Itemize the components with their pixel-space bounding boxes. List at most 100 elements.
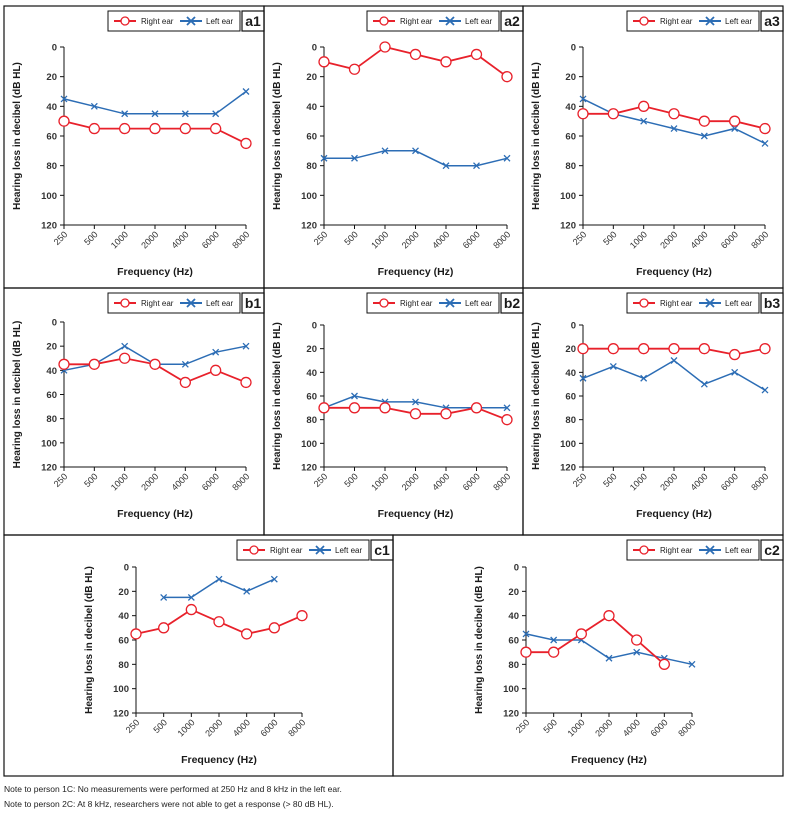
y-tick-label: 0 [514,563,519,574]
x-tick-label: 500 [601,229,619,247]
data-point-left-ear [270,575,278,583]
y-tick-label: 100 [301,439,317,450]
y-tick-label: 40 [46,102,57,113]
legend-box-c2 [626,539,760,561]
panel-label-c2: c2 [764,542,780,558]
data-point-right-ear [179,376,191,389]
data-point-right-ear [440,56,452,68]
x-tick-label: 6000 [200,471,221,492]
y-tick-label: 20 [508,587,519,598]
data-point-right-ear [607,343,619,355]
data-point-left-ear [60,95,68,103]
legend-box-c1 [236,539,370,561]
legend-right-ear-label: Right ear [400,17,433,26]
y-tick-label: 120 [113,709,129,720]
data-point-right-ear [318,402,330,414]
data-point-left-ear [731,368,739,376]
y-tick-label: 120 [503,709,519,720]
data-point-left-ear [761,139,769,147]
data-point-left-ear [700,380,708,388]
data-point-right-ear [119,352,131,364]
y-tick-label: 100 [113,684,129,695]
data-point-right-ear [603,610,615,622]
data-point-left-ear [160,593,168,601]
data-point-left-ear [412,398,419,406]
x-tick-label: 1000 [369,229,390,250]
data-point-right-ear [729,115,741,127]
data-point-right-ear [577,343,589,355]
panel-label-box-a3 [760,10,784,32]
panel-frame-c1 [3,534,394,777]
y-axis-title-c1: Hearing loss in decibel (dB HL) [84,566,95,714]
x-tick-label: 8000 [491,471,512,492]
x-tick-label: 6000 [719,471,740,492]
panel-label-b1: b1 [245,295,262,311]
data-point-right-ear [88,358,100,370]
data-point-right-ear [348,402,361,414]
data-point-right-ear [729,348,741,361]
x-tick-label: 1000 [628,471,649,492]
y-tick-label: 60 [508,636,519,647]
legend-box-a1 [107,10,241,32]
y-tick-label: 100 [560,191,576,202]
x-axis-title-a3: Frequency (Hz) [636,266,712,278]
data-point-right-ear [318,56,330,68]
x-tick-label: 8000 [676,717,697,738]
panel-label-a3: a3 [764,13,780,29]
data-point-right-ear [658,658,670,670]
y-tick-label: 40 [306,102,317,113]
panel-label-box-c2 [760,539,784,561]
y-tick-label: 100 [301,191,317,202]
legend-left-ear-marker [186,298,196,308]
data-point-right-ear [88,122,100,135]
y-tick-label: 0 [312,321,317,332]
x-tick-label: 500 [541,717,559,735]
y-axis-title-b3: Hearing loss in decibel (dB HL) [531,322,542,470]
y-tick-label: 100 [560,439,576,450]
x-tick-label: 6000 [649,717,670,738]
legend-left-ear-label: Left ear [725,17,752,26]
data-point-left-ear [121,110,129,118]
data-point-left-ear [579,95,587,103]
y-axis-title-a2: Hearing loss in decibel (dB HL) [272,62,283,210]
y-axis-title-c2: Hearing loss in decibel (dB HL) [474,566,485,714]
legend-left-ear-label: Left ear [465,299,492,308]
x-tick-label: 250 [514,717,532,735]
data-point-left-ear [550,636,558,644]
data-point-right-ear [149,122,161,135]
data-point-right-ear [577,108,589,120]
x-tick-label: 8000 [230,471,251,492]
legend-right-ear-marker [639,545,649,555]
y-tick-label: 120 [301,221,317,232]
y-tick-label: 100 [503,684,519,695]
x-axis-title-b3: Frequency (Hz) [636,508,712,520]
data-point-left-ear [640,117,648,125]
data-point-right-ear [668,343,680,355]
data-point-left-ear [181,360,189,368]
x-tick-label: 4000 [231,717,252,738]
x-axis-title-c2: Frequency (Hz) [571,754,647,766]
y-tick-label: 60 [565,392,576,403]
panel-label-a1: a1 [245,13,261,29]
y-tick-label: 0 [312,43,317,54]
y-tick-label: 20 [565,72,576,83]
legend-right-ear-marker [639,298,649,308]
data-point-right-ear [119,122,131,135]
y-tick-label: 120 [301,463,317,474]
y-tick-label: 60 [565,132,576,143]
x-tick-label: 4000 [689,229,710,250]
data-point-left-ear [700,132,708,140]
note-person-1c: Note to person 1C: No measurements were … [4,784,342,794]
legend-left-ear-label: Left ear [725,299,752,308]
x-tick-label: 4000 [689,471,710,492]
legend-left-ear-label: Left ear [335,546,362,555]
data-point-right-ear [759,122,771,135]
data-point-right-ear [149,358,161,370]
x-axis-title-c1: Frequency (Hz) [181,754,257,766]
data-point-left-ear [215,575,223,583]
legend-left-ear-label: Left ear [206,299,233,308]
y-tick-label: 80 [508,660,519,671]
x-tick-label: 250 [312,471,330,489]
x-tick-label: 6000 [719,229,740,250]
y-tick-label: 20 [118,587,129,598]
